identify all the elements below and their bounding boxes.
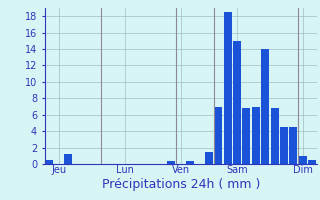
- Bar: [64, 154, 72, 164]
- Bar: [205, 152, 213, 164]
- Bar: [224, 12, 232, 164]
- Bar: [243, 108, 251, 164]
- Bar: [233, 41, 241, 164]
- X-axis label: Précipitations 24h ( mm ): Précipitations 24h ( mm ): [102, 178, 260, 191]
- Bar: [167, 161, 175, 164]
- Bar: [280, 127, 288, 164]
- Bar: [299, 156, 307, 164]
- Bar: [271, 108, 279, 164]
- Bar: [186, 161, 194, 164]
- Bar: [45, 160, 53, 164]
- Bar: [252, 107, 260, 164]
- Bar: [308, 160, 316, 164]
- Bar: [261, 49, 269, 164]
- Bar: [289, 127, 297, 164]
- Bar: [214, 107, 222, 164]
